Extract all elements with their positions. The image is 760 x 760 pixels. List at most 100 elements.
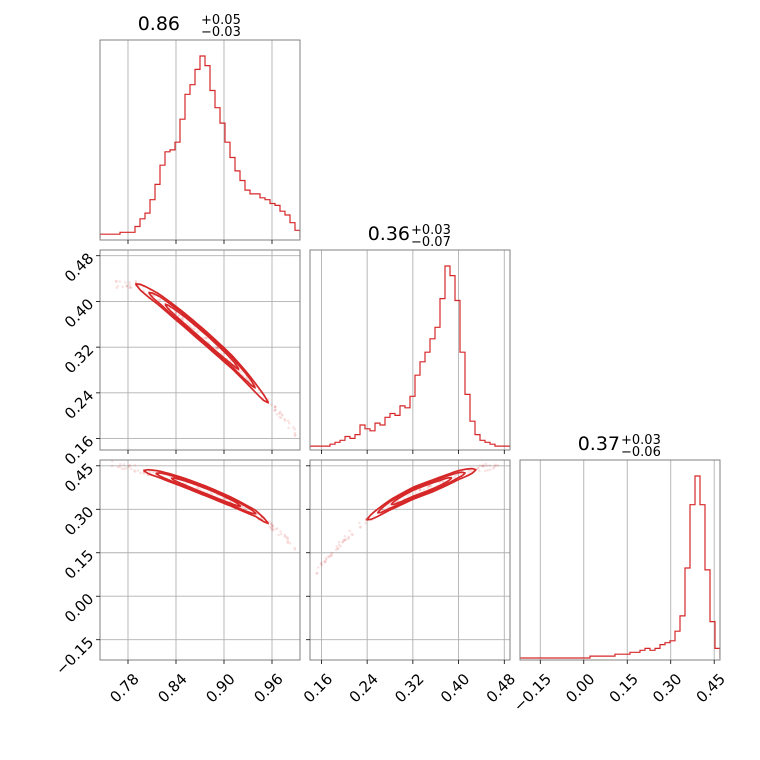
title-param-1-minus: −0.03 [201, 25, 241, 40]
scatter-point [209, 492, 212, 495]
scatter-point [418, 488, 421, 492]
contour-level-2 [377, 471, 466, 514]
x-tick-label-p1: 0.90 [202, 670, 238, 706]
scatter-point [174, 311, 178, 315]
scatter-point [419, 488, 422, 491]
panel-frame-2-1 [309, 459, 511, 661]
scatter-point [428, 484, 431, 488]
scatter-point [317, 566, 320, 569]
scatter-point [387, 505, 390, 508]
scatter-point [293, 427, 297, 431]
scatter-point [492, 466, 496, 469]
histogram-param-1 [100, 55, 300, 238]
scatter-point [320, 563, 324, 567]
scatter-point [438, 481, 442, 484]
scatter-point [128, 286, 131, 290]
scatter-point [287, 421, 291, 425]
histogram-param-3 [520, 475, 720, 659]
scatter-point [336, 547, 340, 551]
scatter-point [139, 471, 142, 475]
scatter-point [273, 405, 277, 409]
scatter-point [244, 507, 248, 511]
scatter-point [294, 433, 297, 437]
scatter-point [177, 314, 180, 318]
scatter-point [350, 532, 354, 536]
scatter-point [273, 409, 277, 413]
scatter-point [481, 463, 485, 467]
title-param-3-minus: −0.06 [621, 445, 661, 460]
scatter-point [323, 560, 326, 563]
scatter-point [343, 538, 347, 542]
y-tick-label-p3: 0.45 [61, 459, 97, 495]
scatter-point [128, 281, 131, 284]
scatter-point [341, 540, 345, 543]
scatter-point [330, 554, 333, 557]
scatter-point [273, 408, 277, 412]
scatter-point [197, 486, 200, 490]
scatter-point [274, 527, 278, 531]
scatter-point [197, 330, 200, 333]
contours-2 [366, 467, 477, 521]
title-param-3: 0.37 [578, 433, 620, 455]
scatter-point [418, 488, 422, 492]
scatter-point [152, 294, 155, 297]
y-tick-label-p2: 0.32 [61, 341, 97, 377]
scatter-point [334, 548, 338, 552]
scatter-point [287, 419, 290, 423]
scatter-point [133, 469, 136, 472]
scatter-point [215, 347, 219, 350]
scatter-point [125, 284, 129, 288]
contour-level-3 [171, 477, 241, 508]
scatter-point [280, 413, 284, 416]
scatter-points-1 [110, 460, 297, 551]
scatter-point [276, 527, 279, 530]
scatter-point [286, 536, 290, 540]
scatter-point [269, 522, 273, 525]
scatter-point [245, 376, 248, 380]
scatter-point [326, 555, 330, 558]
scatter-point [324, 561, 327, 564]
y-tick-label-p3: 0.15 [61, 546, 97, 582]
scatter-point [152, 471, 155, 474]
scatter-point [481, 464, 484, 468]
scatter-point [496, 463, 500, 467]
scatter-point [481, 465, 484, 468]
scatter-point [128, 283, 132, 287]
scatter-point [116, 465, 120, 469]
scatter-point [429, 484, 433, 488]
x-tick-label-p2: 0.40 [437, 670, 473, 706]
scatter-point [127, 464, 131, 468]
scatter-point [335, 545, 339, 548]
scatter-point [124, 281, 127, 284]
y-tick-label-p3: 0.30 [61, 503, 97, 539]
title-param-1: 0.86 [138, 13, 180, 35]
scatter-point [274, 405, 277, 409]
scatter-point [422, 488, 426, 492]
scatter-point [243, 506, 247, 510]
scatter-point [320, 561, 323, 564]
contour-level-2 [155, 472, 257, 515]
y-tick-label-p3: −0.15 [52, 633, 97, 678]
title-param-3-plus: +0.03 [621, 433, 661, 448]
scatter-layer [110, 280, 500, 575]
scatter-point [269, 526, 273, 530]
scatter-point [279, 530, 282, 533]
y-tick-label-p2: 0.48 [61, 249, 97, 285]
scatter-point [336, 547, 339, 550]
scatter-point [275, 413, 279, 416]
scatter-points-0 [114, 280, 297, 437]
scatter-point [347, 537, 351, 540]
scatter-point [122, 467, 126, 471]
title-param-2-plus: +0.03 [411, 223, 451, 238]
scatter-point [293, 546, 297, 550]
scatter-point [268, 525, 272, 529]
scatter-point [120, 467, 124, 471]
scatter-point [136, 469, 140, 472]
title-param-1-plus: +0.05 [201, 13, 241, 28]
scatter-point [341, 540, 345, 544]
x-tick-label-p3: 0.30 [649, 670, 685, 706]
scatter-point [406, 494, 410, 497]
scatter-point [484, 469, 487, 473]
contours-0 [135, 282, 269, 404]
